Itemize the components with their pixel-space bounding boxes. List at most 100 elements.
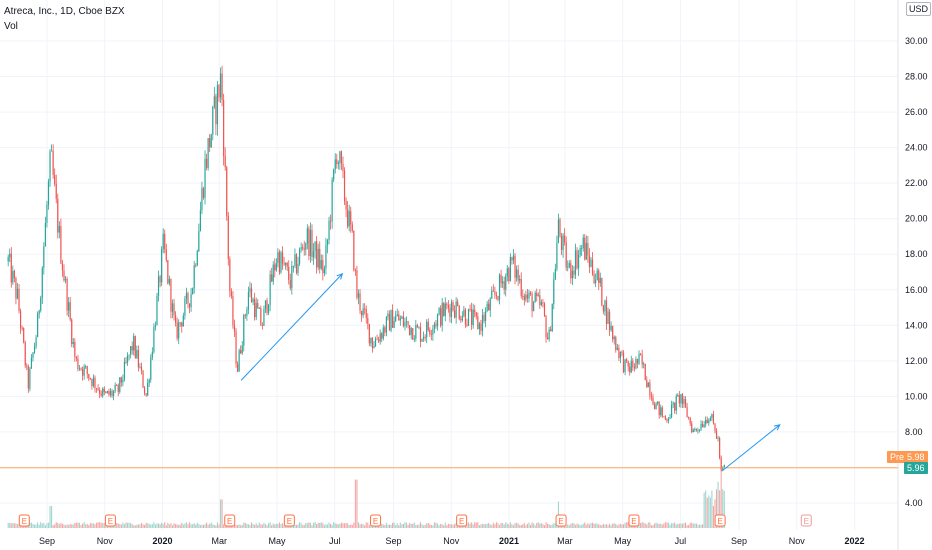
candle-body [466,324,468,326]
volume-bar [314,522,316,528]
volume-bar [511,524,513,528]
candle-body [26,365,28,367]
volume-bar [354,479,356,528]
volume-bar [382,524,384,528]
volume-bar [131,524,133,528]
volume-bar [337,524,339,528]
candle-body [292,265,294,267]
candle-body [438,308,440,315]
volume-bar [543,525,546,528]
candle-body [509,256,511,282]
volume-bar [339,523,341,528]
volume-bar [333,522,335,528]
candle-body [714,423,716,431]
volume-bar [574,524,577,528]
volume-bar [525,525,527,528]
candle-body [565,242,567,268]
volume-bar [368,525,370,528]
candle-body [522,296,524,297]
trend-arrow-line [240,273,343,381]
candle-body [382,327,384,339]
volume-bar [165,525,167,528]
candle-body [333,169,335,180]
candle-body [196,251,198,266]
volume-bar [122,522,124,528]
candle-body [195,265,197,267]
candle-body [308,228,310,257]
volume-bar [271,525,273,528]
x-tick-label: Jul [329,536,341,546]
currency-badge[interactable]: USD [906,2,932,16]
candle-body [588,255,591,267]
candle-body [157,276,160,296]
x-tick-label: May [614,536,632,546]
candle-body [515,269,518,278]
volume-bar [520,524,522,528]
volume-bar [548,524,550,528]
candle-body [44,222,46,247]
volume-bar [33,524,36,528]
candle-body [249,288,251,292]
candle-body [233,325,236,332]
volume-bar [347,523,349,528]
candle-body [529,292,532,294]
y-tick-label: 16.00 [905,285,928,295]
volume-bar [506,523,508,528]
volume-bar [295,524,298,528]
volume-bar [542,524,544,528]
candle-body [74,341,76,357]
volume-bar [264,524,267,528]
volume-bar [274,524,276,528]
candle-body [700,423,702,430]
y-tick-label: 4.00 [905,498,923,508]
candle-body [582,237,584,249]
volume-bar [350,524,352,528]
x-tick-label: 2020 [152,536,172,546]
candle-body [145,393,147,396]
volume-bar [196,522,198,528]
volume-bar [137,524,139,528]
candle-body [353,230,355,271]
volume-bar [299,522,301,528]
volume-bar [663,523,665,528]
candle-body [325,245,327,269]
candle-body [86,366,88,374]
volume-bar [294,524,296,528]
candle-body [508,268,510,282]
candle-body [209,138,211,148]
candle-body [339,151,341,163]
candle-body [95,388,98,390]
volume-bar [305,523,307,528]
volume-bar [362,524,364,528]
candle-body [664,416,666,420]
volume-bar [619,523,621,528]
candle-body [536,292,538,296]
candle-body [351,224,353,231]
candle-body [176,322,178,339]
volume-bar [694,523,696,528]
candle-body [199,210,201,232]
candle-body [587,242,589,256]
candle-body [379,333,381,342]
candle-body [89,378,91,380]
candle-body [328,220,330,241]
candle-body [484,311,487,321]
candle-body [97,388,99,390]
candle-body [190,294,192,308]
volume-label[interactable]: Vol [4,21,18,32]
volume-bar [136,524,138,528]
candle-body [49,151,51,182]
symbol-title[interactable]: Atreca, Inc., 1D, Cboe BZX [4,6,125,17]
candle-body [602,305,604,312]
candle-body [723,464,725,468]
candle-body [686,406,688,418]
candle-body [80,368,82,370]
candle-body [639,353,642,355]
volume-bar [711,490,713,528]
candle-body [554,268,556,280]
y-tick-label: 24.00 [905,143,928,153]
candle-body [227,215,229,260]
volume-bar [474,522,476,528]
